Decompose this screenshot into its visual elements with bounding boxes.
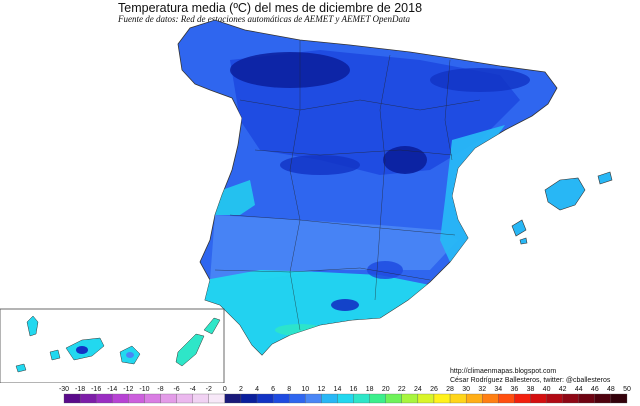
legend-tick-label: -18 [75,386,85,393]
legend-swatch [240,393,258,404]
legend-tick-label: 14 [334,386,342,393]
legend-swatch [530,393,547,404]
credit-author: César Rodríguez Ballesteros, twitter: @c… [450,377,611,384]
lanzarote-island [203,317,221,335]
legend-swatch [289,393,306,404]
cold-core-pyrenees [430,68,530,92]
legend-tick-label: 30 [462,386,470,393]
legend-tick-label: -8 [157,386,163,393]
legend-tick-label: 4 [255,386,259,393]
legend-tick-label: 22 [398,386,406,393]
legend-swatch [272,393,290,404]
legend-swatch [128,393,145,404]
mallorca-island [544,177,586,211]
legend-swatch [208,393,226,404]
legend-tick-label: -4 [190,386,196,393]
legend-swatch [176,393,193,404]
legend-tick-label: 2 [239,386,243,393]
cold-core-cantabria [230,52,350,88]
legend-tick-label: 48 [607,386,615,393]
legend-swatch [498,393,515,404]
legend-swatch [514,393,531,404]
credit-url: http://climaenmapas.blogspot.com [450,368,557,375]
legend-tick-label: -12 [123,386,133,393]
legend-tick-label: 26 [430,386,438,393]
legend-tick-label: -16 [91,386,101,393]
levante-coast-zone [440,125,505,262]
legend-tick-label: 10 [301,386,309,393]
cold-core-iberico [383,146,427,174]
legend-swatch [401,393,419,404]
legend-tick-label: 18 [366,386,374,393]
legend-tick-label: 42 [559,386,567,393]
legend-tick-label: 16 [350,386,358,393]
cold-core-central [280,155,360,175]
legend-swatch [465,393,483,404]
legend-tick-label: -30 [59,386,69,393]
formentera-island [519,237,528,245]
ibiza-island [511,219,527,237]
legend-tick-label: 8 [287,386,291,393]
legend-swatch [546,393,563,404]
legend-swatch [610,393,628,404]
legend-tick-label: 50 [623,386,631,393]
teide-cold-core [76,346,88,354]
legend-tick-label: -6 [173,386,179,393]
legend-tick-label: 34 [494,386,502,393]
legend-swatch [353,393,370,404]
south-warm-zone [205,270,430,355]
legend-swatch [112,393,129,404]
legend-swatch [594,393,612,404]
map-title: Temperatura media (ºC) del mes de diciem… [118,1,423,15]
legend-tick-label: 24 [414,386,422,393]
legend-tick-label: 32 [478,386,486,393]
legend-swatch [337,393,354,404]
legend-tick-label: 20 [382,386,390,393]
legend-tick-label: 28 [446,386,454,393]
legend-swatch [79,393,97,404]
legend-tick-label: -14 [107,386,117,393]
legend-swatch [96,393,113,404]
legend-swatch [224,393,242,404]
legend-swatch [256,393,274,404]
el-hierro-island [15,363,27,373]
legend-tick-label: -10 [139,386,149,393]
legend-swatch [578,393,595,404]
legend-swatch [562,393,579,404]
legend-tick-label: 0 [223,386,227,393]
gran-canaria-cold-core [126,352,134,358]
legend-swatch [417,393,435,404]
cold-core-sierra-nevada [331,299,359,311]
map-subtitle: Fuente de datos: Red de estaciones autom… [118,14,411,24]
menorca-island [597,171,613,185]
legend-tick-label: 38 [527,386,535,393]
legend-swatch [385,393,402,404]
legend-tick-label: 40 [543,386,551,393]
legend-tick-label: 46 [591,386,599,393]
legend-tick-label: 12 [317,386,325,393]
legend-tick-label: 44 [575,386,583,393]
legend-swatch [449,393,467,404]
cold-core-segura [367,261,403,279]
legend-tick-label: 36 [511,386,519,393]
west-border-zone [215,180,255,215]
legend-swatch [305,393,322,404]
region-boundaries [214,40,481,331]
legend-swatch [482,393,499,404]
legend-swatch [321,393,338,404]
legend-swatch [433,393,451,404]
legend-swatch [63,393,81,404]
legend-tick-label: -2 [206,386,212,393]
legend-swatch [369,393,386,404]
la-palma-island [26,315,39,337]
legend-swatch [192,393,209,404]
la-gomera-island [49,349,61,361]
temperature-map [0,19,613,383]
legend-tick-label: 6 [271,386,275,393]
fuerteventura-island [175,333,205,367]
canary-islands [15,315,221,373]
legend-swatch [160,393,177,404]
color-legend: -30 -18 -16 -14 -12 -10 -8 -6 -4 -2 0 2 4 6 8 10 12 14 16 1… [59,386,631,404]
legend-swatch [144,393,161,404]
